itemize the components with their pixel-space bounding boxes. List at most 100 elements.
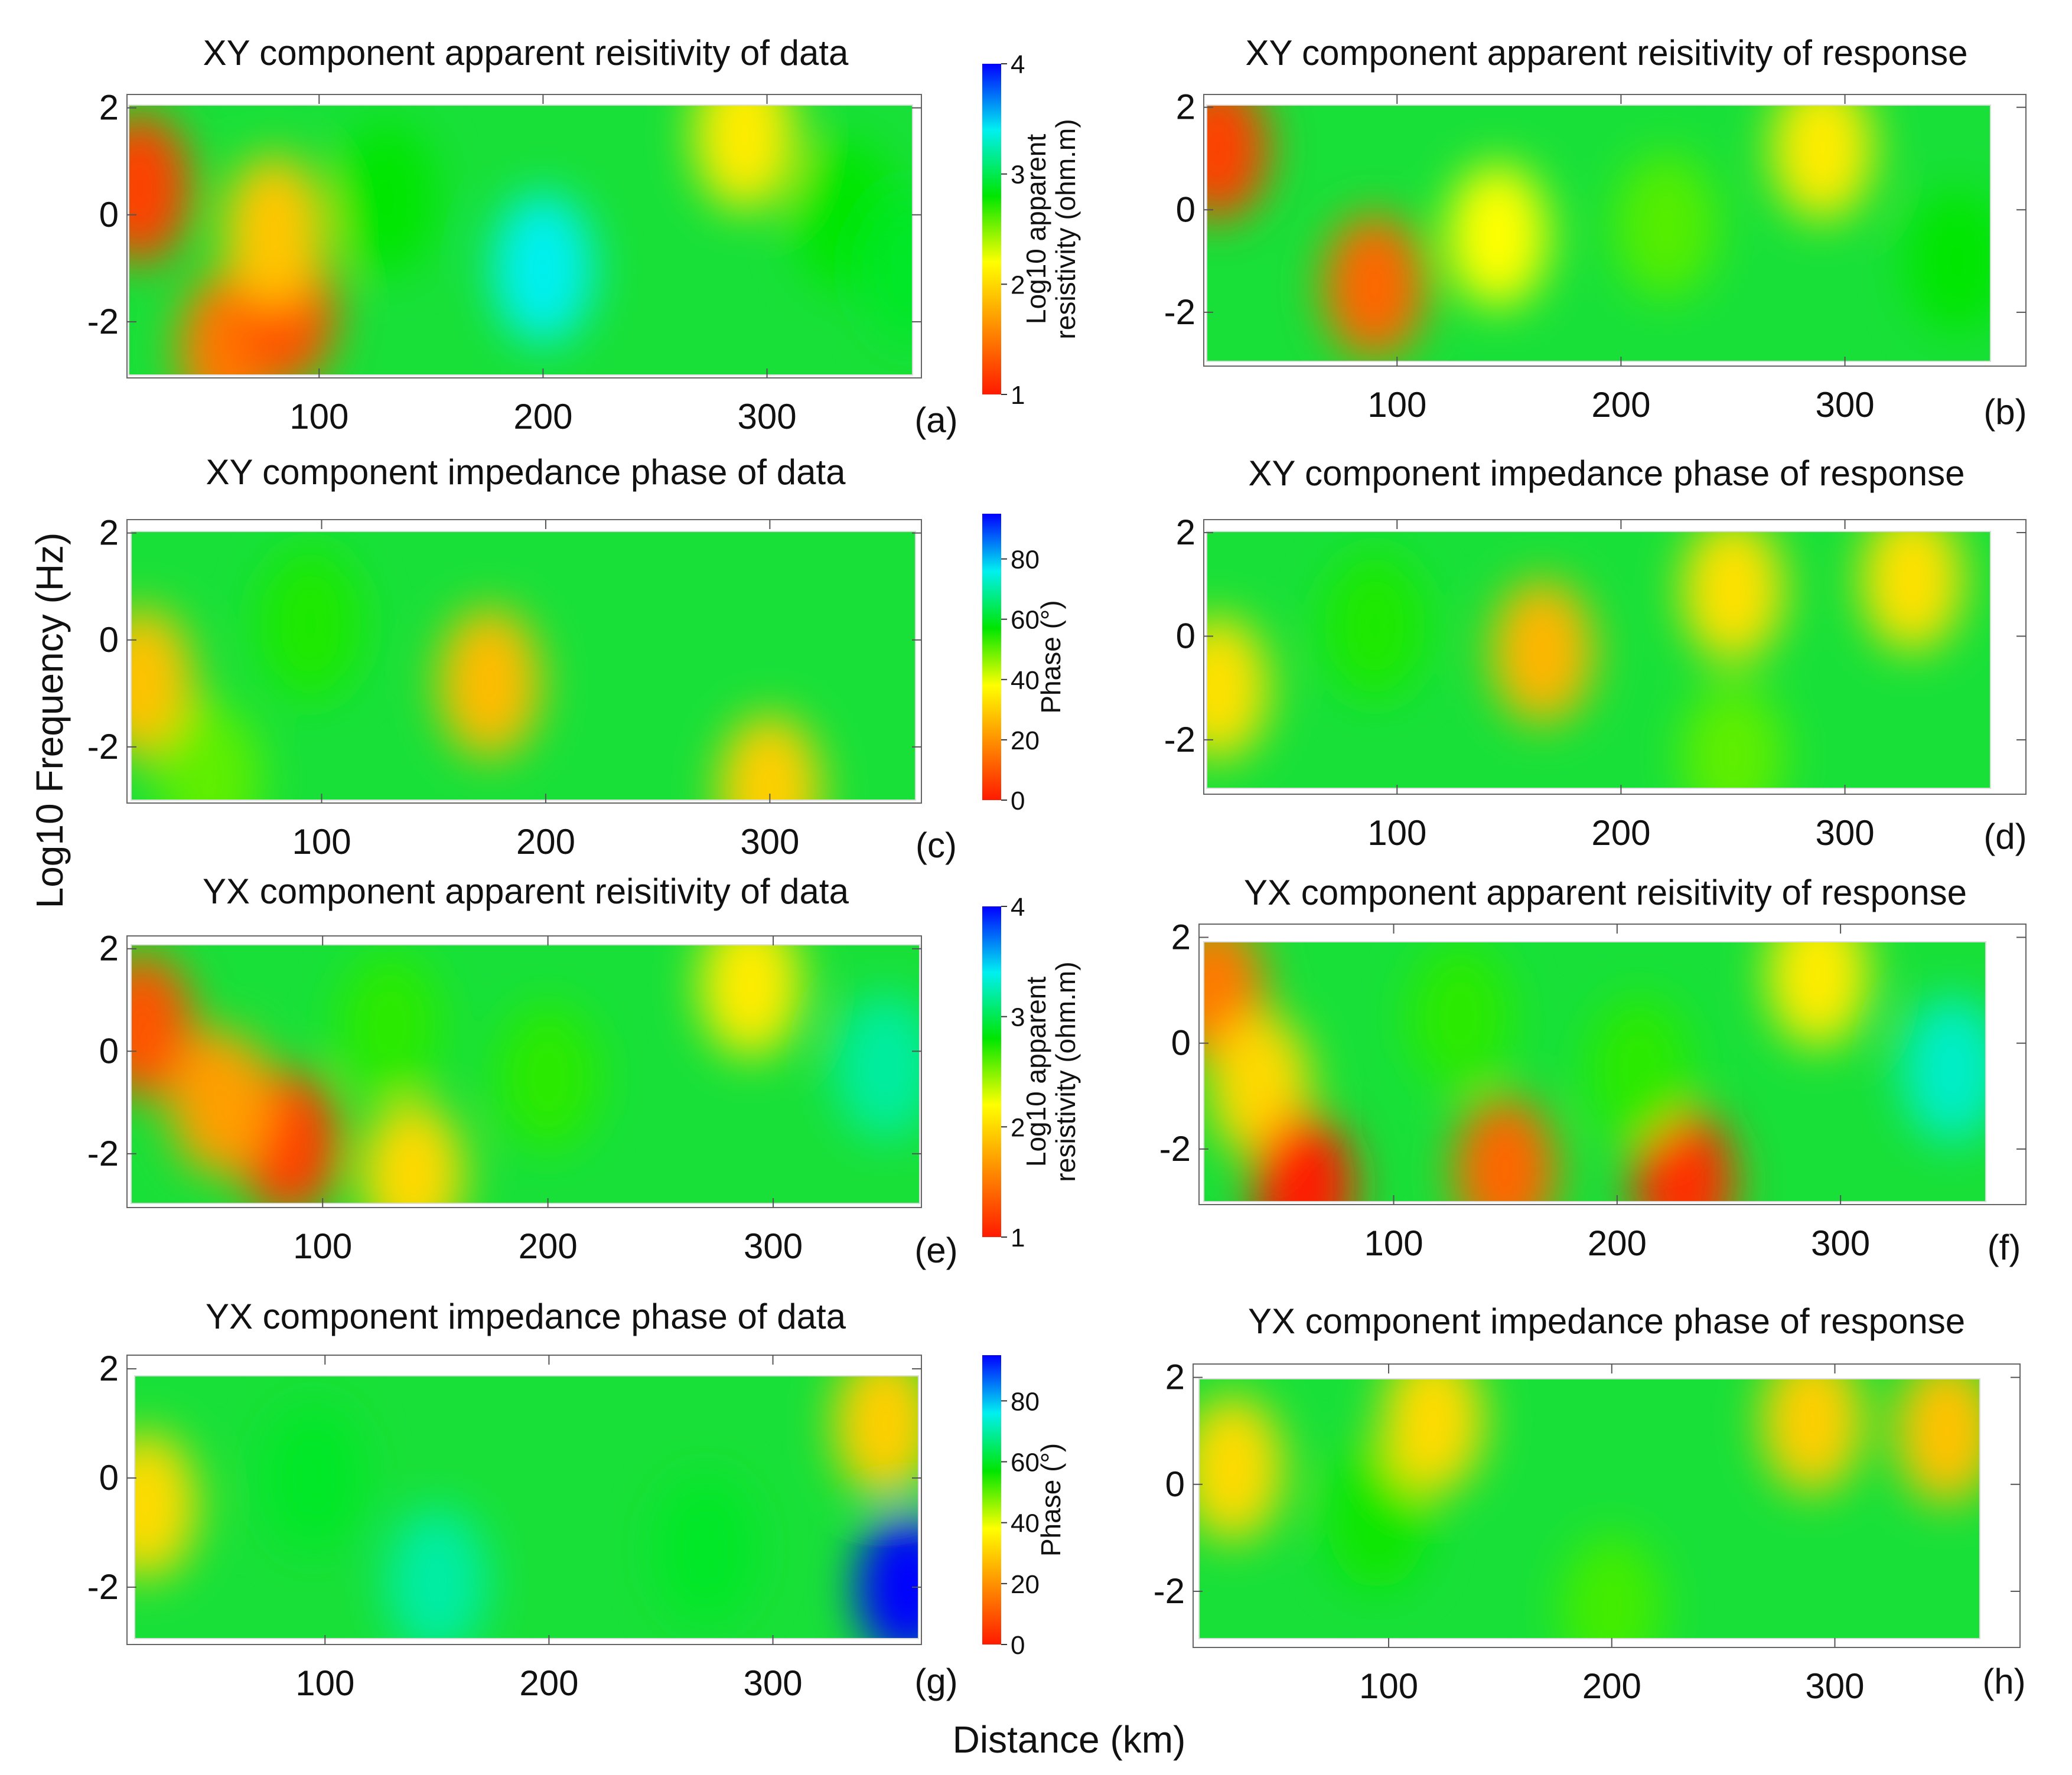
colorbar-gradient: [982, 1355, 1001, 1645]
panel-label: (h): [1982, 1662, 2025, 1701]
heatmap-anomaly: [861, 192, 913, 344]
y-tick-label: 2: [1176, 513, 1195, 552]
x-tick-label: 300: [744, 1663, 803, 1703]
panel-title: XY component apparent reisitivity of res…: [1246, 33, 1968, 73]
colorbar-label: Phase (°): [1035, 1443, 1066, 1557]
y-tick-label: 0: [99, 1031, 119, 1071]
panel-h: YX component impedance phase of response…: [1154, 1301, 2026, 1706]
y-tick-label: 0: [1176, 616, 1195, 655]
heatmap-anomaly: [835, 994, 920, 1139]
panel-label: (b): [1983, 392, 2027, 432]
colorbar-label: Phase (°): [1035, 600, 1066, 713]
y-tick-label: 0: [1165, 1464, 1185, 1504]
x-tick-label: 100: [293, 1226, 352, 1266]
heatmap-anomaly: [335, 123, 438, 275]
y-tick-label: 0: [99, 620, 119, 660]
x-tick-label: 100: [289, 397, 348, 436]
y-tick-label: -2: [1164, 292, 1195, 332]
heatmap-anomaly: [1588, 997, 1690, 1143]
heatmap-anomaly: [1901, 997, 1986, 1143]
panel-e: YX component apparent reisitivity of dat…: [87, 872, 958, 1270]
y-tick-label: 2: [1165, 1358, 1185, 1397]
x-tick-label: 100: [1359, 1666, 1418, 1706]
colorbar-label: resistivity (ohm.m): [1050, 961, 1081, 1182]
x-tick-label: 200: [1591, 813, 1650, 853]
heatmap-anomaly: [129, 112, 191, 264]
x-tick-label: 300: [1816, 813, 1875, 853]
x-tick-label: 100: [292, 822, 351, 862]
y-axis-label: Log10 Frequency (Hz): [28, 533, 71, 909]
colorbar-label: Log10 apparent: [1021, 977, 1051, 1167]
x-tick-label: 200: [519, 1663, 578, 1703]
panel-b: XY component apparent reisitivity of res…: [1164, 33, 2027, 432]
y-tick-label: -2: [87, 302, 119, 341]
colorbar-gradient: [982, 906, 1001, 1237]
heatmap-anomaly: [699, 945, 802, 1058]
axes-box: [1203, 519, 2027, 795]
colorbar-tick-label: 0: [1011, 787, 1025, 815]
heatmap-anomaly: [1771, 105, 1874, 220]
heatmap-field: [135, 1376, 918, 1639]
panel-a: XY component apparent reisitivity of dat…: [87, 33, 958, 440]
colorbar-label: Log10 apparent: [1021, 134, 1051, 325]
heatmap-anomaly: [1454, 1097, 1556, 1202]
axes-box: [126, 94, 922, 379]
heatmap-anomaly: [1560, 1534, 1663, 1639]
panel-label: (c): [916, 825, 957, 865]
panel-d: XY component impedance phase of response…: [1164, 453, 2027, 856]
heatmap-anomaly: [131, 953, 194, 1098]
x-tick-label: 300: [1811, 1223, 1870, 1263]
colorbar-tick-label: 80: [1011, 1387, 1040, 1416]
heatmap-anomaly: [856, 1513, 918, 1639]
y-tick-label: 2: [99, 929, 119, 968]
heatmap-anomaly: [386, 1508, 488, 1639]
heatmap-anomaly: [1761, 1379, 1864, 1493]
colorbar-tick-label: 80: [1011, 546, 1040, 575]
x-tick-label: 100: [295, 1663, 354, 1703]
y-tick-label: -2: [87, 1134, 119, 1173]
heatmap-anomaly: [1682, 683, 1784, 788]
y-tick-label: -2: [1154, 1571, 1185, 1611]
x-tick-label: 200: [1588, 1223, 1647, 1263]
axes-box: [1193, 1363, 2021, 1648]
heatmap-anomaly: [438, 607, 541, 758]
y-tick-label: -2: [87, 727, 119, 766]
panel-label: (d): [1983, 817, 2027, 856]
y-tick-label: -2: [1159, 1129, 1191, 1169]
x-tick-label: 200: [1591, 385, 1650, 425]
heatmap-anomaly: [1409, 944, 1512, 1090]
heatmap-anomaly: [496, 1004, 600, 1150]
axes-box: [126, 1355, 922, 1645]
heatmap-anomaly: [259, 549, 361, 700]
heatmap-anomaly: [263, 1404, 365, 1552]
x-tick-label: 200: [513, 397, 572, 436]
heatmap-field: [1199, 1379, 1980, 1639]
colorbar-tick-label: 2: [1011, 1113, 1025, 1142]
heatmap-anomaly: [338, 953, 442, 1098]
axes-box: [1198, 924, 2027, 1205]
y-tick-label: -2: [1164, 720, 1195, 759]
heatmap-anomaly: [1324, 214, 1426, 358]
heatmap-anomaly: [1324, 554, 1426, 698]
x-tick-label: 300: [738, 397, 797, 436]
colorbar-tick-label: 3: [1011, 1003, 1025, 1032]
heatmap-field: [131, 945, 920, 1203]
y-tick-label: 2: [99, 1349, 119, 1388]
panel-f: YX component apparent reisitivity of res…: [1159, 873, 2027, 1267]
heatmap-field: [131, 531, 916, 800]
y-tick-label: 2: [1176, 87, 1195, 127]
heatmap-anomaly: [654, 1475, 757, 1623]
panels-group: XY component apparent reisitivity of dat…: [87, 33, 2027, 1706]
colorbar-tick-label: 3: [1011, 161, 1025, 190]
x-axis-label: Distance (km): [953, 1718, 1186, 1761]
heatmap-field: [129, 105, 913, 375]
heatmap-anomaly: [135, 1431, 197, 1579]
x-tick-label: 300: [1805, 1666, 1864, 1706]
heatmap-field: [1207, 105, 1990, 361]
panel-title: XY component impedance phase of data: [206, 452, 846, 492]
panel-label: (f): [1988, 1228, 2021, 1267]
heatmap-background: [135, 1376, 918, 1639]
heatmap-anomaly: [1253, 1113, 1356, 1202]
